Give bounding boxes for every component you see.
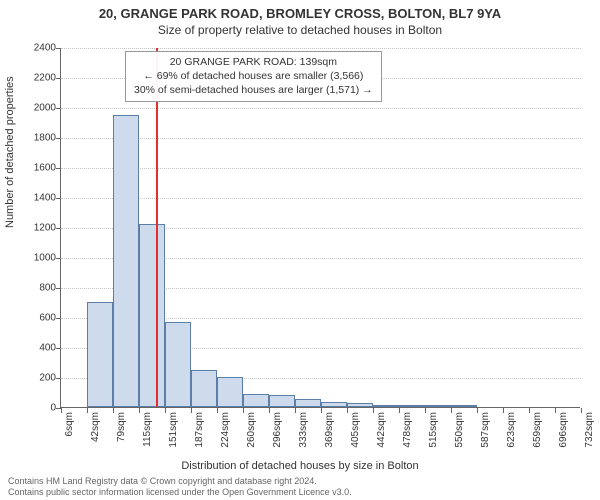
info-line-3: 30% of semi-detached houses are larger (…	[134, 83, 373, 97]
footer-line-1: Contains HM Land Registry data © Crown c…	[8, 476, 352, 487]
histogram-bar	[139, 224, 165, 407]
ytick-label: 1200	[16, 223, 56, 234]
histogram-bar	[217, 377, 243, 407]
footer-attribution: Contains HM Land Registry data © Crown c…	[8, 476, 352, 499]
footer-line-2: Contains public sector information licen…	[8, 487, 352, 498]
x-axis-label: Distribution of detached houses by size …	[0, 460, 600, 472]
histogram-bar	[373, 405, 399, 407]
xtick-label: 187sqm	[194, 412, 205, 448]
ytick-mark	[56, 288, 61, 289]
ytick-mark	[56, 168, 61, 169]
xtick-label: 550sqm	[454, 412, 465, 448]
xtick-label: 6sqm	[64, 412, 75, 436]
xtick-label: 515sqm	[428, 412, 439, 448]
xtick-label: 260sqm	[246, 412, 257, 448]
xtick-label: 151sqm	[168, 412, 179, 448]
xtick-mark	[529, 408, 530, 413]
xtick-label: 442sqm	[376, 412, 387, 448]
title-subtitle: Size of property relative to detached ho…	[0, 21, 600, 37]
xtick-label: 732sqm	[584, 412, 595, 448]
xtick-label: 79sqm	[116, 412, 127, 442]
histogram-bar	[426, 405, 451, 407]
ytick-mark	[56, 378, 61, 379]
ytick-label: 400	[16, 343, 56, 354]
ytick-label: 200	[16, 373, 56, 384]
xtick-mark	[61, 408, 62, 413]
histogram-bar	[165, 322, 191, 408]
title-address: 20, GRANGE PARK ROAD, BROMLEY CROSS, BOL…	[0, 0, 600, 21]
xtick-mark	[87, 408, 88, 413]
histogram-bar	[295, 399, 321, 407]
histogram-bar	[191, 370, 218, 408]
xtick-label: 405sqm	[350, 412, 361, 448]
xtick-label: 115sqm	[142, 412, 153, 447]
xtick-label: 623sqm	[506, 412, 517, 448]
xtick-label: 333sqm	[298, 412, 309, 448]
xtick-label: 659sqm	[532, 412, 543, 448]
xtick-mark	[581, 408, 582, 413]
xtick-mark	[243, 408, 244, 413]
ytick-label: 0	[16, 403, 56, 414]
histogram-bar	[399, 405, 426, 407]
xtick-label: 478sqm	[402, 412, 413, 448]
y-axis-label: Number of detached properties	[4, 76, 16, 228]
xtick-label: 42sqm	[90, 412, 101, 442]
gridline	[61, 48, 581, 49]
ytick-mark	[56, 108, 61, 109]
xtick-mark	[217, 408, 218, 413]
ytick-label: 2000	[16, 103, 56, 114]
ytick-label: 1400	[16, 193, 56, 204]
xtick-label: 369sqm	[324, 412, 335, 448]
ytick-label: 600	[16, 313, 56, 324]
ytick-mark	[56, 78, 61, 79]
xtick-mark	[347, 408, 348, 413]
ytick-label: 2400	[16, 43, 56, 54]
xtick-mark	[295, 408, 296, 413]
ytick-label: 1600	[16, 163, 56, 174]
chart-area: 0200400600800100012001400160018002000220…	[60, 48, 580, 408]
histogram-bar	[243, 394, 269, 408]
ytick-mark	[56, 228, 61, 229]
chart-container: 20, GRANGE PARK ROAD, BROMLEY CROSS, BOL…	[0, 0, 600, 500]
histogram-bar	[87, 302, 114, 407]
ytick-mark	[56, 258, 61, 259]
xtick-mark	[373, 408, 374, 413]
ytick-mark	[56, 138, 61, 139]
info-line-2: ← 69% of detached houses are smaller (3,…	[134, 69, 373, 83]
xtick-label: 296sqm	[272, 412, 283, 448]
histogram-bar	[451, 405, 478, 407]
xtick-mark	[139, 408, 140, 413]
plot-region: 0200400600800100012001400160018002000220…	[60, 48, 580, 408]
xtick-label: 587sqm	[480, 412, 491, 448]
xtick-mark	[165, 408, 166, 413]
histogram-bar	[113, 115, 139, 408]
xtick-label: 224sqm	[220, 412, 231, 448]
xtick-mark	[477, 408, 478, 413]
ytick-label: 1800	[16, 133, 56, 144]
ytick-mark	[56, 48, 61, 49]
xtick-mark	[399, 408, 400, 413]
xtick-mark	[321, 408, 322, 413]
xtick-mark	[191, 408, 192, 413]
gridline	[61, 108, 581, 109]
ytick-mark	[56, 348, 61, 349]
info-box: 20 GRANGE PARK ROAD: 139sqm ← 69% of det…	[125, 51, 382, 102]
xtick-mark	[503, 408, 504, 413]
xtick-mark	[269, 408, 270, 413]
xtick-label: 696sqm	[558, 412, 569, 448]
xtick-mark	[113, 408, 114, 413]
histogram-bar	[269, 395, 296, 407]
xtick-mark	[451, 408, 452, 413]
ytick-mark	[56, 198, 61, 199]
marker-line	[156, 48, 158, 407]
ytick-label: 1000	[16, 253, 56, 264]
ytick-label: 2200	[16, 73, 56, 84]
ytick-mark	[56, 318, 61, 319]
info-line-1: 20 GRANGE PARK ROAD: 139sqm	[134, 55, 373, 69]
histogram-bar	[321, 402, 347, 407]
histogram-bar	[347, 403, 374, 407]
ytick-label: 800	[16, 283, 56, 294]
xtick-mark	[425, 408, 426, 413]
xtick-mark	[555, 408, 556, 413]
